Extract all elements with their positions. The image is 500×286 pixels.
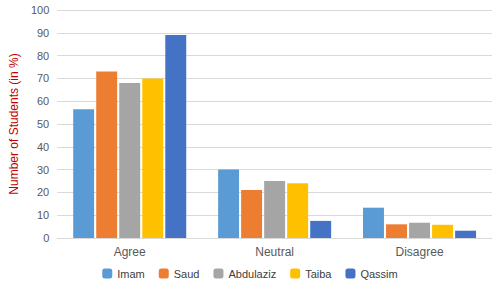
svg-text:90: 90 — [37, 27, 49, 39]
svg-text:0: 0 — [43, 232, 49, 244]
svg-text:Abdulaziz: Abdulaziz — [228, 268, 276, 280]
svg-text:Taiba: Taiba — [305, 268, 332, 280]
svg-text:30: 30 — [37, 164, 49, 176]
svg-text:Number of Students (in %): Number of Students (in %) — [7, 53, 21, 194]
svg-text:Qassim: Qassim — [360, 268, 397, 280]
svg-text:Saud: Saud — [174, 268, 200, 280]
svg-text:80: 80 — [37, 50, 49, 62]
svg-text:60: 60 — [37, 95, 49, 107]
svg-text:40: 40 — [37, 141, 49, 153]
svg-text:70: 70 — [37, 72, 49, 84]
svg-text:10: 10 — [37, 209, 49, 221]
svg-text:20: 20 — [37, 186, 49, 198]
svg-text:Disagree: Disagree — [396, 245, 444, 259]
svg-text:50: 50 — [37, 118, 49, 130]
svg-text:Neutral: Neutral — [255, 245, 294, 259]
svg-text:100: 100 — [31, 4, 49, 16]
svg-text:Imam: Imam — [117, 268, 145, 280]
svg-text:Agree: Agree — [114, 245, 146, 259]
